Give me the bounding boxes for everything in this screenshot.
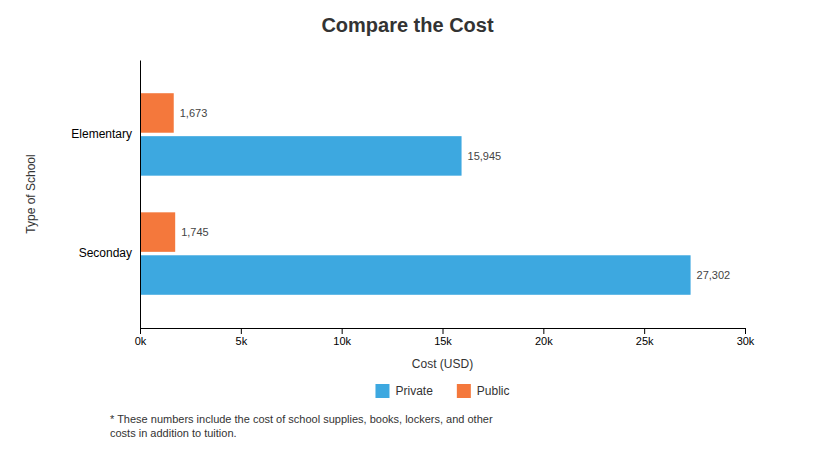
footnote: * These numbers include the cost of scho…	[110, 413, 493, 439]
x-tick: 10k	[333, 328, 351, 347]
legend-swatch	[375, 384, 389, 398]
bar	[140, 136, 462, 176]
x-tick-mark	[543, 328, 544, 334]
x-tick-mark	[342, 328, 343, 334]
x-tick: 15k	[434, 328, 452, 347]
x-tick-mark	[140, 328, 141, 334]
x-tick-mark	[644, 328, 645, 334]
x-tick-label: 5k	[236, 335, 248, 347]
x-tick-label: 10k	[333, 335, 351, 347]
x-tick-mark	[745, 328, 746, 334]
x-tick-label: 0k	[135, 335, 147, 347]
data-label: 15,945	[468, 150, 502, 162]
y-tick: Elementary	[71, 127, 132, 141]
x-tick-label: 15k	[434, 335, 452, 347]
legend-item: Public	[457, 384, 510, 398]
x-axis-title: Cost (USD)	[412, 357, 473, 371]
legend-label: Public	[477, 384, 510, 398]
data-label: 1,673	[180, 107, 208, 119]
legend-label: Private	[395, 384, 433, 398]
data-label: 27,302	[697, 269, 731, 281]
x-axis-line	[141, 329, 746, 335]
x-tick-label: 25k	[636, 335, 654, 347]
y-tick-label: Elementary	[71, 127, 132, 141]
legend-swatch	[457, 384, 471, 398]
y-axis-title: Type of School	[24, 154, 38, 233]
x-tick: 25k	[636, 328, 654, 347]
legend-item: Private	[375, 384, 433, 398]
y-axis-line	[140, 61, 141, 329]
x-tick: 30k	[737, 328, 755, 347]
bar	[140, 255, 691, 295]
bar	[140, 93, 174, 133]
x-tick-label: 20k	[535, 335, 553, 347]
legend: Private Public	[375, 384, 509, 398]
x-tick-mark	[443, 328, 444, 334]
plot: 27,302 15,945 1,745 1,673 0k 5k 10k 15k 20k 25k 30…	[24, 61, 755, 372]
y-tick: Seconday	[79, 246, 132, 260]
data-label: 1,745	[181, 226, 209, 238]
x-tick-mark	[241, 328, 242, 334]
x-tick-label: 30k	[737, 335, 755, 347]
title: Compare the Cost	[321, 14, 494, 36]
x-tick: 0k	[135, 328, 147, 347]
x-tick: 20k	[535, 328, 553, 347]
bars	[140, 93, 691, 295]
x-axis: 0k 5k 10k 15k 20k 25k 30k	[135, 328, 755, 347]
chart: Compare the Cost 27,302 15,945 1,745 1,673 0k…	[0, 0, 815, 463]
bar	[140, 212, 175, 252]
x-tick: 5k	[236, 328, 248, 347]
data-labels: 27,302 15,945 1,745 1,673	[180, 107, 731, 281]
y-axis: Seconday Elementary	[71, 61, 140, 329]
y-tick-label: Seconday	[79, 246, 132, 260]
